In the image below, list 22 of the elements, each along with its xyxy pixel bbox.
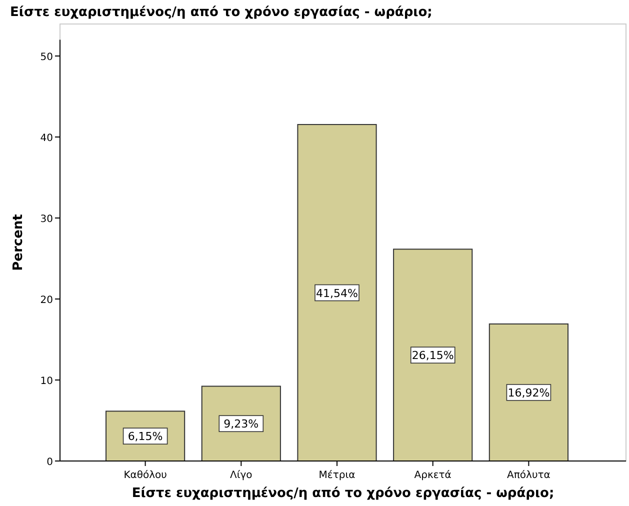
data-label: 26,15%	[412, 349, 454, 362]
x-tick-label: Καθόλου	[124, 470, 168, 481]
y-tick-label: 0	[46, 457, 53, 468]
y-axis-title: Percent	[11, 214, 26, 271]
y-tick-label: 30	[40, 214, 53, 225]
data-label: 16,92%	[508, 386, 550, 400]
x-tick-label: Λίγο	[230, 470, 252, 481]
x-tick-label: Μέτρια	[318, 470, 356, 481]
x-tick-label: Απόλυτα	[507, 470, 551, 481]
y-tick-label: 20	[40, 295, 53, 306]
bar	[393, 248, 473, 462]
x-axis-title: Είστε ευχαριστημένος/η από το χρόνο εργασίας - ωράριο;	[132, 486, 554, 501]
data-label: 9,23%	[224, 418, 259, 431]
chart-title: Είστε ευχαριστημένος/η από το χρόνο εργασίας - ωράριο;	[10, 5, 432, 20]
bar	[488, 323, 568, 462]
x-tick-label: Αρκετά	[414, 470, 452, 481]
y-tick-label: 10	[40, 376, 53, 387]
data-label: 41,54%	[316, 286, 358, 300]
data-label: 6,15%	[128, 430, 163, 444]
y-tick-label: 40	[40, 133, 53, 144]
y-tick-label: 50	[40, 52, 53, 63]
bar	[297, 124, 377, 462]
